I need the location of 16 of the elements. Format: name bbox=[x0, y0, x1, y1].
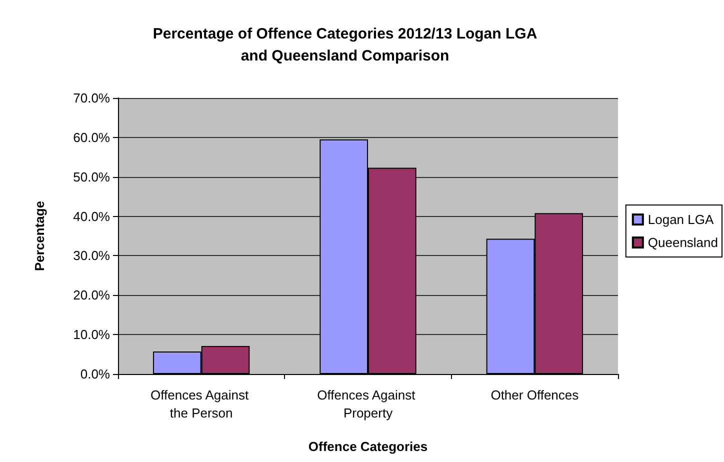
legend-label: Logan LGA bbox=[648, 212, 714, 227]
y-axis-title: Percentage bbox=[32, 200, 47, 272]
y-tick-label: 40.0% bbox=[73, 208, 110, 224]
y-tick-label: 70.0% bbox=[73, 90, 110, 106]
x-axis-title: Offence Categories bbox=[308, 439, 428, 454]
legend-label: Queensland bbox=[648, 235, 718, 250]
y-tick-label: 20.0% bbox=[73, 288, 110, 303]
x-tick-label: Offences Against Property bbox=[317, 388, 419, 420]
x-tick-label: Other Offences bbox=[490, 388, 580, 402]
y-tick-label: 60.0% bbox=[73, 130, 110, 145]
y-tick-label: 50.0% bbox=[73, 169, 110, 184]
chart-title: Percentage of Offence Categories 2012/13 Logan LGA and Queensland Comparison bbox=[152, 26, 538, 64]
x-tick-label: Offences Against the Person bbox=[150, 388, 252, 420]
y-tick-label: 30.0% bbox=[73, 248, 110, 264]
y-tick-label: 0.0% bbox=[80, 366, 110, 382]
y-tick-label: 10.0% bbox=[73, 327, 110, 342]
